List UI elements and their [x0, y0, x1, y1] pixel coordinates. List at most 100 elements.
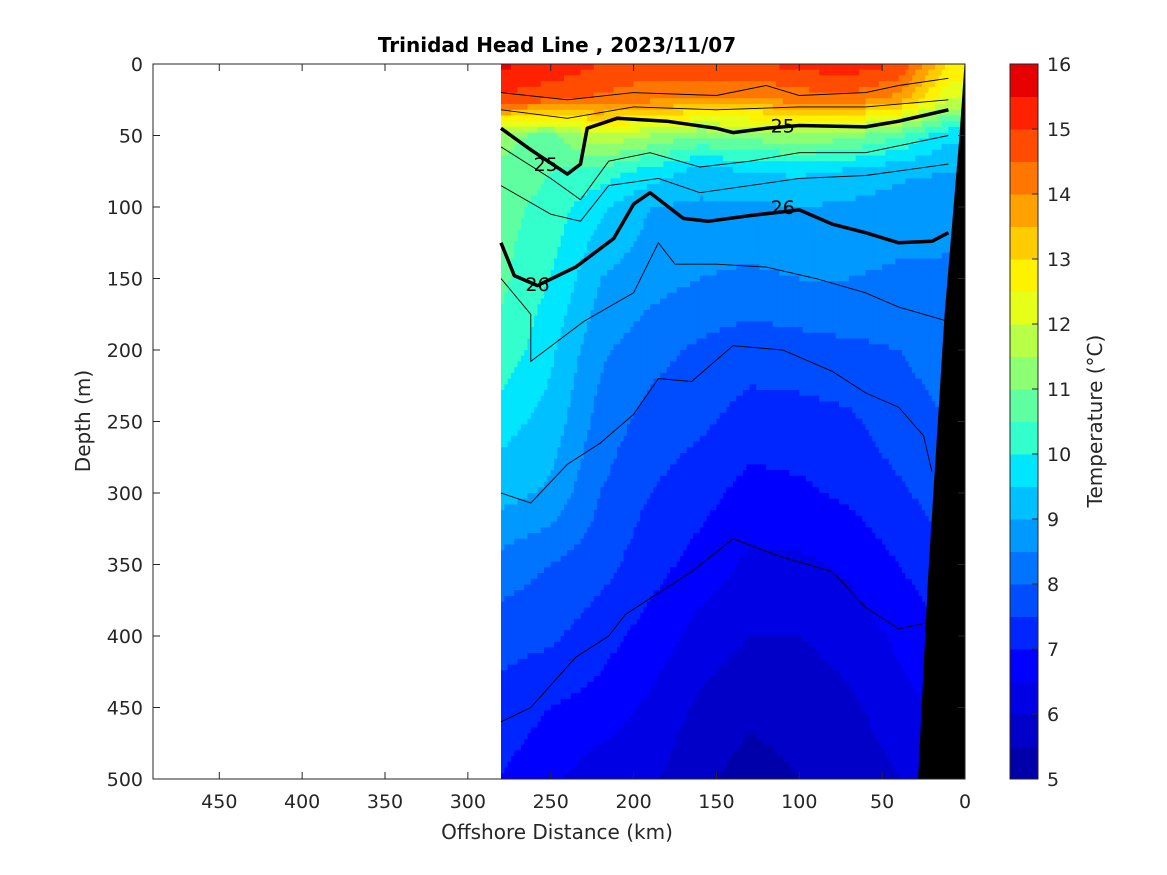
heatmap-cell: [537, 121, 542, 128]
heatmap-cell: [504, 172, 509, 179]
heatmap-cell: [945, 109, 950, 117]
heatmap-cell: [822, 75, 827, 82]
heatmap-cell: [888, 121, 893, 128]
heatmap-cell: [580, 64, 585, 71]
heatmap-cell: [915, 86, 920, 94]
heatmap-cell: [911, 98, 916, 105]
heatmap-cell: [719, 138, 724, 145]
heatmap-cell: [739, 132, 744, 139]
heatmap-cell: [749, 121, 754, 128]
heatmap-cell: [633, 172, 638, 179]
heatmap-cell: [590, 132, 595, 139]
heatmap-cell: [742, 132, 747, 139]
heatmap-cell: [709, 64, 714, 71]
heatmap-cell: [540, 98, 545, 105]
heatmap-cell: [620, 64, 625, 71]
heatmap-cell: [693, 178, 698, 185]
heatmap-cell: [527, 81, 532, 88]
heatmap-cell: [630, 184, 635, 191]
heatmap-cell: [663, 69, 668, 77]
heatmap-cell: [683, 132, 688, 139]
heatmap-cell: [948, 132, 953, 139]
heatmap-cell: [573, 126, 578, 134]
heatmap-cell: [878, 138, 883, 145]
heatmap-cell: [504, 81, 509, 88]
heatmap-cell: [633, 126, 638, 134]
heatmap-cell: [878, 92, 883, 99]
heatmap-cell: [683, 86, 688, 94]
heatmap-cell: [898, 92, 903, 99]
heatmap-cell: [534, 178, 539, 185]
heatmap-cell: [636, 86, 641, 94]
heatmap-cell: [510, 155, 515, 162]
heatmap-cell: [842, 178, 847, 185]
heatmap-cell: [739, 166, 744, 174]
heatmap-cell: [948, 149, 953, 157]
heatmap-cell: [673, 92, 678, 99]
heatmap-cell: [686, 189, 691, 197]
heatmap-cell: [689, 138, 694, 145]
heatmap-cell: [560, 98, 565, 105]
heatmap-cell: [640, 75, 645, 82]
heatmap-cell: [802, 98, 807, 105]
heatmap-cell: [862, 178, 867, 185]
heatmap-cell: [630, 92, 635, 99]
heatmap-cell: [610, 189, 615, 197]
heatmap-cell: [560, 92, 565, 99]
heatmap-cell: [587, 115, 592, 122]
heatmap-cell: [550, 166, 555, 174]
heatmap-cell: [835, 126, 840, 134]
heatmap-cell: [895, 75, 900, 82]
heatmap-cell: [825, 132, 830, 139]
heatmap-cell: [852, 121, 857, 128]
heatmap-cell: [819, 178, 824, 185]
heatmap-cell: [776, 184, 780, 191]
heatmap-cell: [805, 115, 810, 122]
heatmap-cell: [670, 92, 674, 99]
heatmap-cell: [603, 64, 608, 71]
heatmap-cell: [865, 132, 870, 139]
heatmap-cell: [716, 86, 721, 94]
heatmap-cell: [839, 166, 843, 174]
heatmap-cell: [931, 64, 936, 71]
heatmap-cell: [603, 109, 608, 117]
heatmap-cell: [633, 189, 638, 197]
heatmap-cell: [560, 64, 565, 71]
heatmap-cell: [650, 144, 655, 151]
heatmap-cell: [855, 115, 860, 122]
heatmap-cell: [955, 81, 959, 88]
heatmap-cell: [673, 64, 678, 71]
heatmap-cell: [766, 178, 771, 185]
heatmap-cell: [941, 86, 946, 94]
heatmap-cell: [789, 75, 794, 82]
heatmap-cell: [782, 75, 787, 82]
heatmap-cell: [862, 81, 867, 88]
heatmap-cell: [931, 161, 936, 168]
heatmap-cell: [905, 138, 910, 145]
heatmap-cell: [593, 132, 598, 139]
heatmap-cell: [809, 144, 814, 151]
heatmap-cell: [931, 69, 936, 77]
heatmap-cell: [607, 75, 611, 82]
heatmap-cell: [948, 155, 953, 162]
heatmap-cell: [653, 104, 658, 111]
heatmap-cell: [845, 155, 850, 162]
heatmap-cell: [958, 86, 963, 94]
heatmap-cell: [663, 115, 668, 122]
heatmap-cell: [547, 81, 552, 88]
heatmap-cell: [573, 161, 578, 168]
heatmap-cell: [839, 155, 843, 162]
heatmap-cell: [742, 166, 747, 174]
heatmap-cell: [842, 86, 847, 94]
heatmap-cell: [719, 132, 724, 139]
heatmap-cell: [580, 98, 585, 105]
heatmap-cell: [915, 109, 920, 117]
chart-title: Trinidad Head Line , 2023/11/07: [378, 33, 736, 57]
heatmap-cell: [789, 178, 794, 185]
heatmap-cell: [507, 109, 512, 117]
heatmap-cell: [819, 64, 824, 71]
heatmap-cell: [829, 69, 834, 77]
heatmap-cell: [557, 98, 562, 105]
heatmap-cell: [540, 86, 545, 94]
heatmap-cell: [577, 92, 582, 99]
